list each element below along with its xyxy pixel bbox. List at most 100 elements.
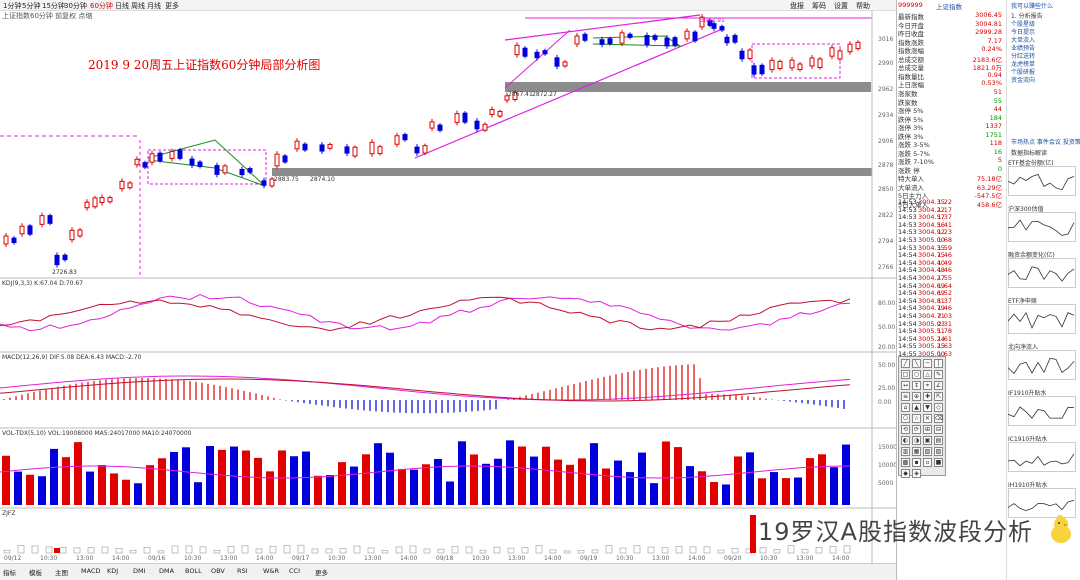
drawing-tool-icon[interactable]: ⟲: [901, 425, 910, 434]
period-30min[interactable]: 30分钟: [64, 2, 87, 10]
drawing-tool-icon[interactable]: ✎: [934, 370, 943, 379]
toolbar-settings[interactable]: 设置: [834, 2, 848, 10]
drawing-tool-icon[interactable]: ◇: [934, 403, 943, 412]
quote-value: 3006.45: [975, 11, 1002, 19]
indicator-tab[interactable]: W&R: [263, 567, 280, 575]
period-1min[interactable]: 1分钟: [3, 2, 22, 10]
news-item[interactable]: 龙虎榜单: [1011, 61, 1036, 68]
drawing-tool-icon[interactable]: ▲: [912, 403, 921, 412]
drawing-tool-icon[interactable]: ✚: [923, 392, 932, 401]
drawing-tool-icon[interactable]: ⊟: [934, 425, 943, 434]
kline-chart[interactable]: [0, 0, 896, 563]
mini-trend-chart: [1008, 396, 1076, 426]
drawing-tool-icon[interactable]: ○: [912, 370, 921, 379]
drawing-tool-icon[interactable]: ⇱: [934, 392, 943, 401]
drawing-tool-icon[interactable]: ◆: [901, 469, 910, 478]
tick-time: 14:53: [898, 213, 917, 222]
drawing-tool-icon[interactable]: ⌂: [901, 403, 910, 412]
drawing-tool-icon[interactable]: ◑: [912, 436, 921, 445]
zjfz-bar: [801, 548, 809, 554]
indicator-tab[interactable]: DMI: [133, 567, 146, 575]
drawing-tool-icon[interactable]: ◐: [901, 436, 910, 445]
drawing-tool-icon[interactable]: ⊞: [923, 425, 932, 434]
drawing-tool-icon[interactable]: ▧: [923, 447, 932, 456]
tick-time: 14:53: [898, 220, 917, 229]
zjfz-bar: [269, 545, 277, 554]
period-15min[interactable]: 15分钟: [42, 2, 65, 10]
drawing-tool-icon[interactable]: ⌫: [934, 414, 944, 423]
news-item[interactable]: 今日提示: [1011, 29, 1036, 36]
drawing-tool-icon[interactable]: ▩: [901, 458, 910, 467]
flow-value: -547.5亿: [974, 192, 1002, 200]
indicator-tab[interactable]: 指标: [3, 569, 16, 577]
drawing-tool-icon[interactable]: ∠: [934, 381, 943, 390]
drawing-tool-icon[interactable]: ▫: [923, 458, 932, 467]
drawing-tool-icon[interactable]: ▼: [923, 403, 932, 412]
drawing-tool-icon[interactable]: ▣: [923, 436, 932, 445]
candle-body: [261, 180, 267, 186]
drawing-tool-icon[interactable]: ╲: [912, 359, 921, 368]
toolbar-help[interactable]: 帮助: [856, 2, 870, 10]
drawing-tool-icon[interactable]: ⎔: [901, 414, 910, 423]
indicator-tab[interactable]: 更多: [315, 569, 328, 577]
indicator-tab[interactable]: RSI: [237, 567, 248, 575]
tick-change: 1.49: [937, 258, 952, 267]
drawing-tool-icon[interactable]: □: [901, 370, 910, 379]
drawing-tool-icon[interactable]: ☆: [912, 414, 921, 423]
drawing-tool-icon[interactable]: │: [934, 359, 943, 368]
period-5min[interactable]: 5分钟: [22, 2, 41, 10]
candle-body: [369, 141, 375, 155]
news-title[interactable]: 我可以赚些什么: [1011, 3, 1054, 10]
drawing-tool-icon[interactable]: ≡: [901, 392, 910, 401]
drawing-tool-icon[interactable]: ✕: [923, 414, 932, 423]
indicator-tab[interactable]: MACD: [81, 567, 101, 575]
news-section-2[interactable]: 市场热点 事件会议 投资策略: [1011, 139, 1080, 146]
news-item[interactable]: 分红送转: [1011, 53, 1036, 60]
news-item[interactable]: 1. 分析报告: [1011, 13, 1043, 20]
drawing-tool-icon[interactable]: ⊕: [912, 392, 921, 401]
mini-trend-chart: [1008, 258, 1076, 288]
drawing-tool-icon[interactable]: ↔: [901, 381, 910, 390]
news-item[interactable]: 个股研报: [1011, 69, 1036, 76]
drawing-tool-icon[interactable]: ▤: [934, 436, 943, 445]
quote-name[interactable]: 上证指数: [936, 3, 962, 11]
volume-bar: [266, 471, 274, 505]
period-more[interactable]: 更多: [165, 2, 179, 10]
indicator-tab[interactable]: DMA: [159, 567, 175, 575]
drawing-tool-icon[interactable]: △: [923, 370, 932, 379]
drawing-tool-icon[interactable]: ▨: [934, 447, 943, 456]
indicator-tab[interactable]: BOLL: [185, 567, 202, 575]
drawing-tool-icon[interactable]: ⌖: [923, 381, 932, 390]
quote-code: 999999: [898, 1, 923, 9]
toolbar-chips[interactable]: 筹码: [812, 2, 826, 10]
drawing-tool-icon[interactable]: ■: [934, 458, 943, 467]
drawing-tool-icon[interactable]: ⟳: [912, 425, 921, 434]
candle-body: [222, 165, 228, 174]
drawing-tool-icon[interactable]: ─: [923, 359, 932, 368]
drawing-tool-icon[interactable]: ▪: [912, 458, 921, 467]
indicator-tab[interactable]: KDJ: [107, 567, 119, 575]
news-item[interactable]: 大单流入: [1011, 37, 1036, 44]
drawing-tool-icon[interactable]: ↕: [912, 381, 921, 390]
period-day[interactable]: 日线: [115, 2, 129, 10]
drawing-tool-icon[interactable]: ╱: [901, 359, 910, 368]
news-item[interactable]: 个股星级: [1011, 21, 1036, 28]
news-item[interactable]: 业绩预告: [1011, 45, 1036, 52]
period-week[interactable]: 周线: [131, 2, 145, 10]
volume-bar: [14, 471, 22, 505]
indicator-tab[interactable]: 模板: [29, 569, 42, 577]
price-tick: 2906: [878, 138, 894, 145]
drawing-tool-icon[interactable]: ▦: [912, 447, 921, 456]
drawing-tool-icon[interactable]: ◈: [912, 469, 921, 478]
period-month[interactable]: 月线: [147, 2, 161, 10]
indicator-tab[interactable]: OBV: [211, 567, 225, 575]
period-60min[interactable]: 60分钟: [90, 2, 113, 10]
zjfz-bar: [633, 545, 641, 554]
indicator-tab[interactable]: CCI: [289, 567, 300, 575]
indicator-tab[interactable]: 主图: [55, 569, 68, 577]
drawing-tool-icon[interactable]: ▥: [901, 447, 910, 456]
tick-price: 3004.57: [918, 213, 945, 222]
toolbar-report[interactable]: 盘报: [790, 2, 804, 10]
zjfz-spike-bar: [750, 515, 756, 553]
news-item[interactable]: 资金流向: [1011, 77, 1036, 84]
